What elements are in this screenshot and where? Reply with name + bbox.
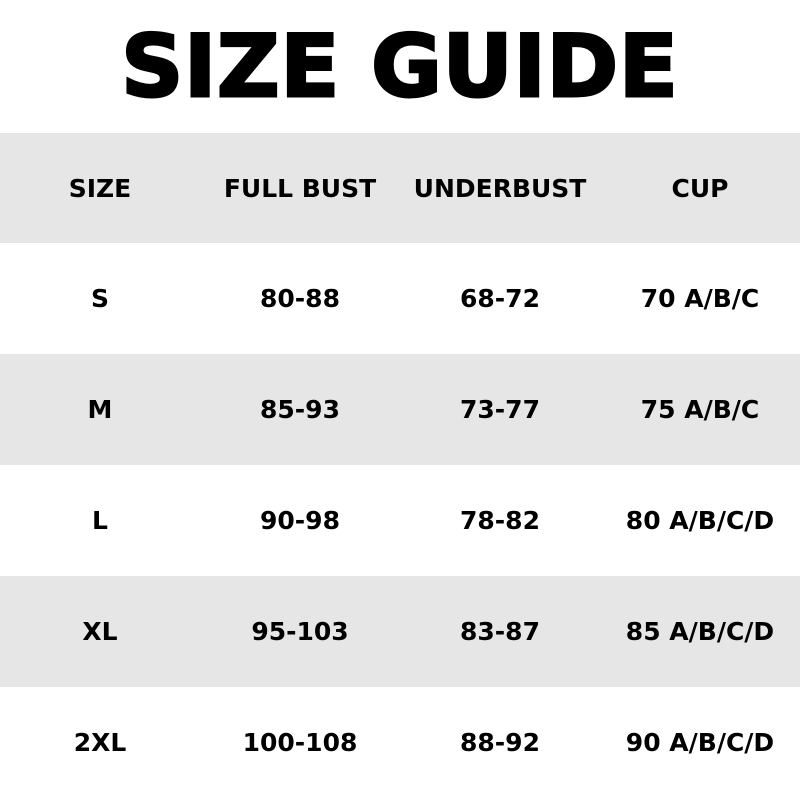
cell-size: L [92,506,108,535]
header-full-bust: FULL BUST [223,173,377,203]
cell-cup: 75 A/B/C [640,395,760,424]
cell-full-bust: 85-93 [260,395,340,424]
cell-cup: 85 A/B/C/D [625,617,775,646]
cell-size: 2XL [73,728,127,757]
cell-size: S [90,284,109,313]
cell-cup: 90 A/B/C/D [625,728,775,757]
header-cup: CUP [671,173,729,203]
table-row: L 90-98 78-82 80 A/B/C/D [0,465,800,576]
cell-underbust: 83-87 [460,617,540,646]
header-size: SIZE [68,173,132,203]
table-row: M 85-93 73-77 75 A/B/C [0,354,800,465]
table-row: 2XL 100-108 88-92 90 A/B/C/D [0,687,800,798]
cell-underbust: 88-92 [460,728,540,757]
table-header: SIZE FULL BUST UNDERBUST CUP [0,133,800,243]
cell-size: M [87,395,113,424]
cell-full-bust: 90-98 [260,506,340,535]
cell-underbust: 68-72 [460,284,540,313]
cell-full-bust: 100-108 [242,728,358,757]
size-table: SIZE FULL BUST UNDERBUST CUP S 80-88 68-72… [0,133,800,798]
page-title: SIZE GUIDE [120,15,680,118]
cell-underbust: 78-82 [460,506,540,535]
cell-cup: 70 A/B/C [640,284,760,313]
table-row: S 80-88 68-72 70 A/B/C [0,243,800,354]
header-underbust: UNDERBUST [413,173,587,203]
cell-underbust: 73-77 [460,395,540,424]
cell-size: XL [82,617,118,646]
cell-cup: 80 A/B/C/D [625,506,775,535]
cell-full-bust: 80-88 [260,284,340,313]
cell-full-bust: 95-103 [251,617,349,646]
table-row: XL 95-103 83-87 85 A/B/C/D [0,576,800,687]
